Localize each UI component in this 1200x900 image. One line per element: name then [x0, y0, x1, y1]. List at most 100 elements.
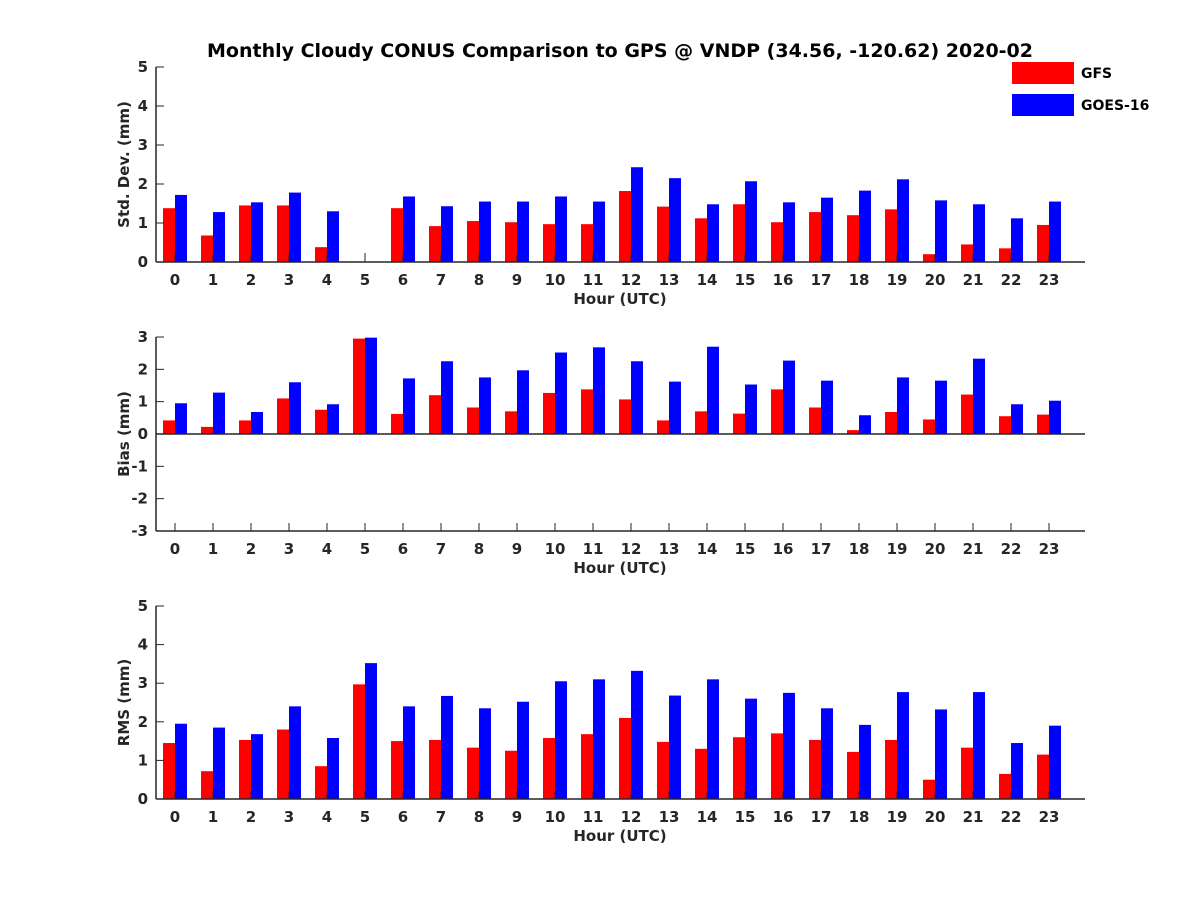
bar-gfs-10 — [543, 738, 555, 799]
bar-goes-16-0 — [175, 403, 187, 434]
x-tick-label: 18 — [849, 271, 870, 289]
bar-gfs-6 — [391, 208, 403, 262]
bar-gfs-8 — [467, 407, 479, 434]
x-tick-label: 1 — [208, 540, 218, 558]
bar-goes-16-4 — [327, 404, 339, 434]
bar-goes-16-8 — [479, 201, 491, 262]
bar-gfs-4 — [315, 247, 327, 262]
bar-goes-16-9 — [517, 370, 529, 434]
x-tick-label: 9 — [512, 808, 522, 826]
bar-goes-16-8 — [479, 377, 491, 434]
x-tick-label: 3 — [284, 540, 294, 558]
y-tick-label: 1 — [138, 751, 148, 769]
x-tick-label: 20 — [925, 540, 946, 558]
bar-gfs-14 — [695, 748, 707, 799]
bar-gfs-20 — [923, 419, 935, 434]
bar-goes-16-7 — [441, 206, 453, 262]
bar-goes-16-21 — [973, 692, 985, 799]
x-tick-label: 6 — [398, 808, 408, 826]
bar-goes-16-6 — [403, 706, 415, 799]
y-tick-label: 1 — [138, 214, 148, 232]
x-tick-label: 13 — [659, 540, 680, 558]
bar-gfs-17 — [809, 212, 821, 262]
x-tick-label: 4 — [322, 808, 332, 826]
bar-gfs-16 — [771, 222, 783, 262]
bar-goes-16-11 — [593, 201, 605, 262]
x-tick-label: 14 — [697, 540, 718, 558]
bar-gfs-2 — [239, 420, 251, 434]
bar-gfs-6 — [391, 741, 403, 799]
bar-goes-16-23 — [1049, 400, 1061, 434]
x-tick-label: 3 — [284, 808, 294, 826]
y-tick-label: 2 — [138, 713, 148, 731]
bar-goes-16-19 — [897, 692, 909, 799]
bar-gfs-19 — [885, 412, 897, 434]
y-tick-label: 0 — [138, 790, 148, 808]
bar-gfs-6 — [391, 413, 403, 434]
bar-goes-16-11 — [593, 679, 605, 799]
bar-gfs-22 — [999, 773, 1011, 799]
bar-goes-16-6 — [403, 378, 415, 434]
bar-gfs-8 — [467, 221, 479, 262]
bar-goes-16-20 — [935, 380, 947, 434]
x-tick-label: 20 — [925, 271, 946, 289]
x-tick-label: 1 — [208, 808, 218, 826]
x-tick-label: 23 — [1039, 540, 1060, 558]
y-tick-label: 5 — [138, 58, 148, 76]
x-tick-label: 14 — [697, 808, 718, 826]
bar-goes-16-5 — [365, 663, 377, 799]
y-tick-label: 5 — [138, 597, 148, 615]
bar-gfs-9 — [505, 411, 517, 434]
bar-gfs-22 — [999, 248, 1011, 262]
bar-gfs-5 — [353, 684, 365, 799]
x-tick-label: 23 — [1039, 808, 1060, 826]
x-tick-label: 7 — [436, 271, 446, 289]
bar-goes-16-21 — [973, 204, 985, 262]
bar-goes-16-20 — [935, 200, 947, 262]
bar-goes-16-22 — [1011, 404, 1023, 434]
bar-goes-16-17 — [821, 708, 833, 799]
bar-goes-16-17 — [821, 197, 833, 262]
x-tick-label: 0 — [170, 808, 180, 826]
bar-gfs-14 — [695, 411, 707, 434]
legend-label: GOES-16 — [1081, 98, 1149, 114]
x-tick-label: 22 — [1001, 808, 1022, 826]
bar-goes-16-22 — [1011, 743, 1023, 799]
x-tick-label: 23 — [1039, 271, 1060, 289]
bar-gfs-1 — [201, 426, 213, 434]
x-tick-label: 3 — [284, 271, 294, 289]
bar-gfs-13 — [657, 420, 669, 434]
bar-gfs-12 — [619, 717, 631, 799]
legend-swatch-goes-16 — [1012, 94, 1074, 116]
bar-goes-16-20 — [935, 709, 947, 799]
bar-gfs-18 — [847, 215, 859, 262]
bar-goes-16-13 — [669, 381, 681, 434]
x-tick-label: 6 — [398, 540, 408, 558]
bar-gfs-10 — [543, 224, 555, 262]
x-tick-label: 4 — [322, 271, 332, 289]
bar-gfs-20 — [923, 779, 935, 799]
x-tick-label: 8 — [474, 271, 484, 289]
bar-gfs-7 — [429, 739, 441, 799]
y-tick-label: 3 — [138, 136, 148, 154]
x-tick-label: 13 — [659, 271, 680, 289]
x-tick-label: 5 — [360, 271, 370, 289]
bar-gfs-23 — [1037, 414, 1049, 434]
bar-goes-16-7 — [441, 361, 453, 434]
bar-gfs-16 — [771, 733, 783, 799]
y-tick-label: 2 — [138, 360, 148, 378]
bar-goes-16-23 — [1049, 201, 1061, 262]
y-tick-label: 3 — [138, 328, 148, 346]
x-tick-label: 7 — [436, 808, 446, 826]
bar-gfs-21 — [961, 747, 973, 799]
y-tick-label: 2 — [138, 175, 148, 193]
x-tick-label: 21 — [963, 540, 984, 558]
bar-goes-16-14 — [707, 679, 719, 799]
x-tick-label: 16 — [773, 808, 794, 826]
bar-goes-16-23 — [1049, 725, 1061, 799]
bar-gfs-11 — [581, 389, 593, 434]
x-tick-label: 18 — [849, 808, 870, 826]
